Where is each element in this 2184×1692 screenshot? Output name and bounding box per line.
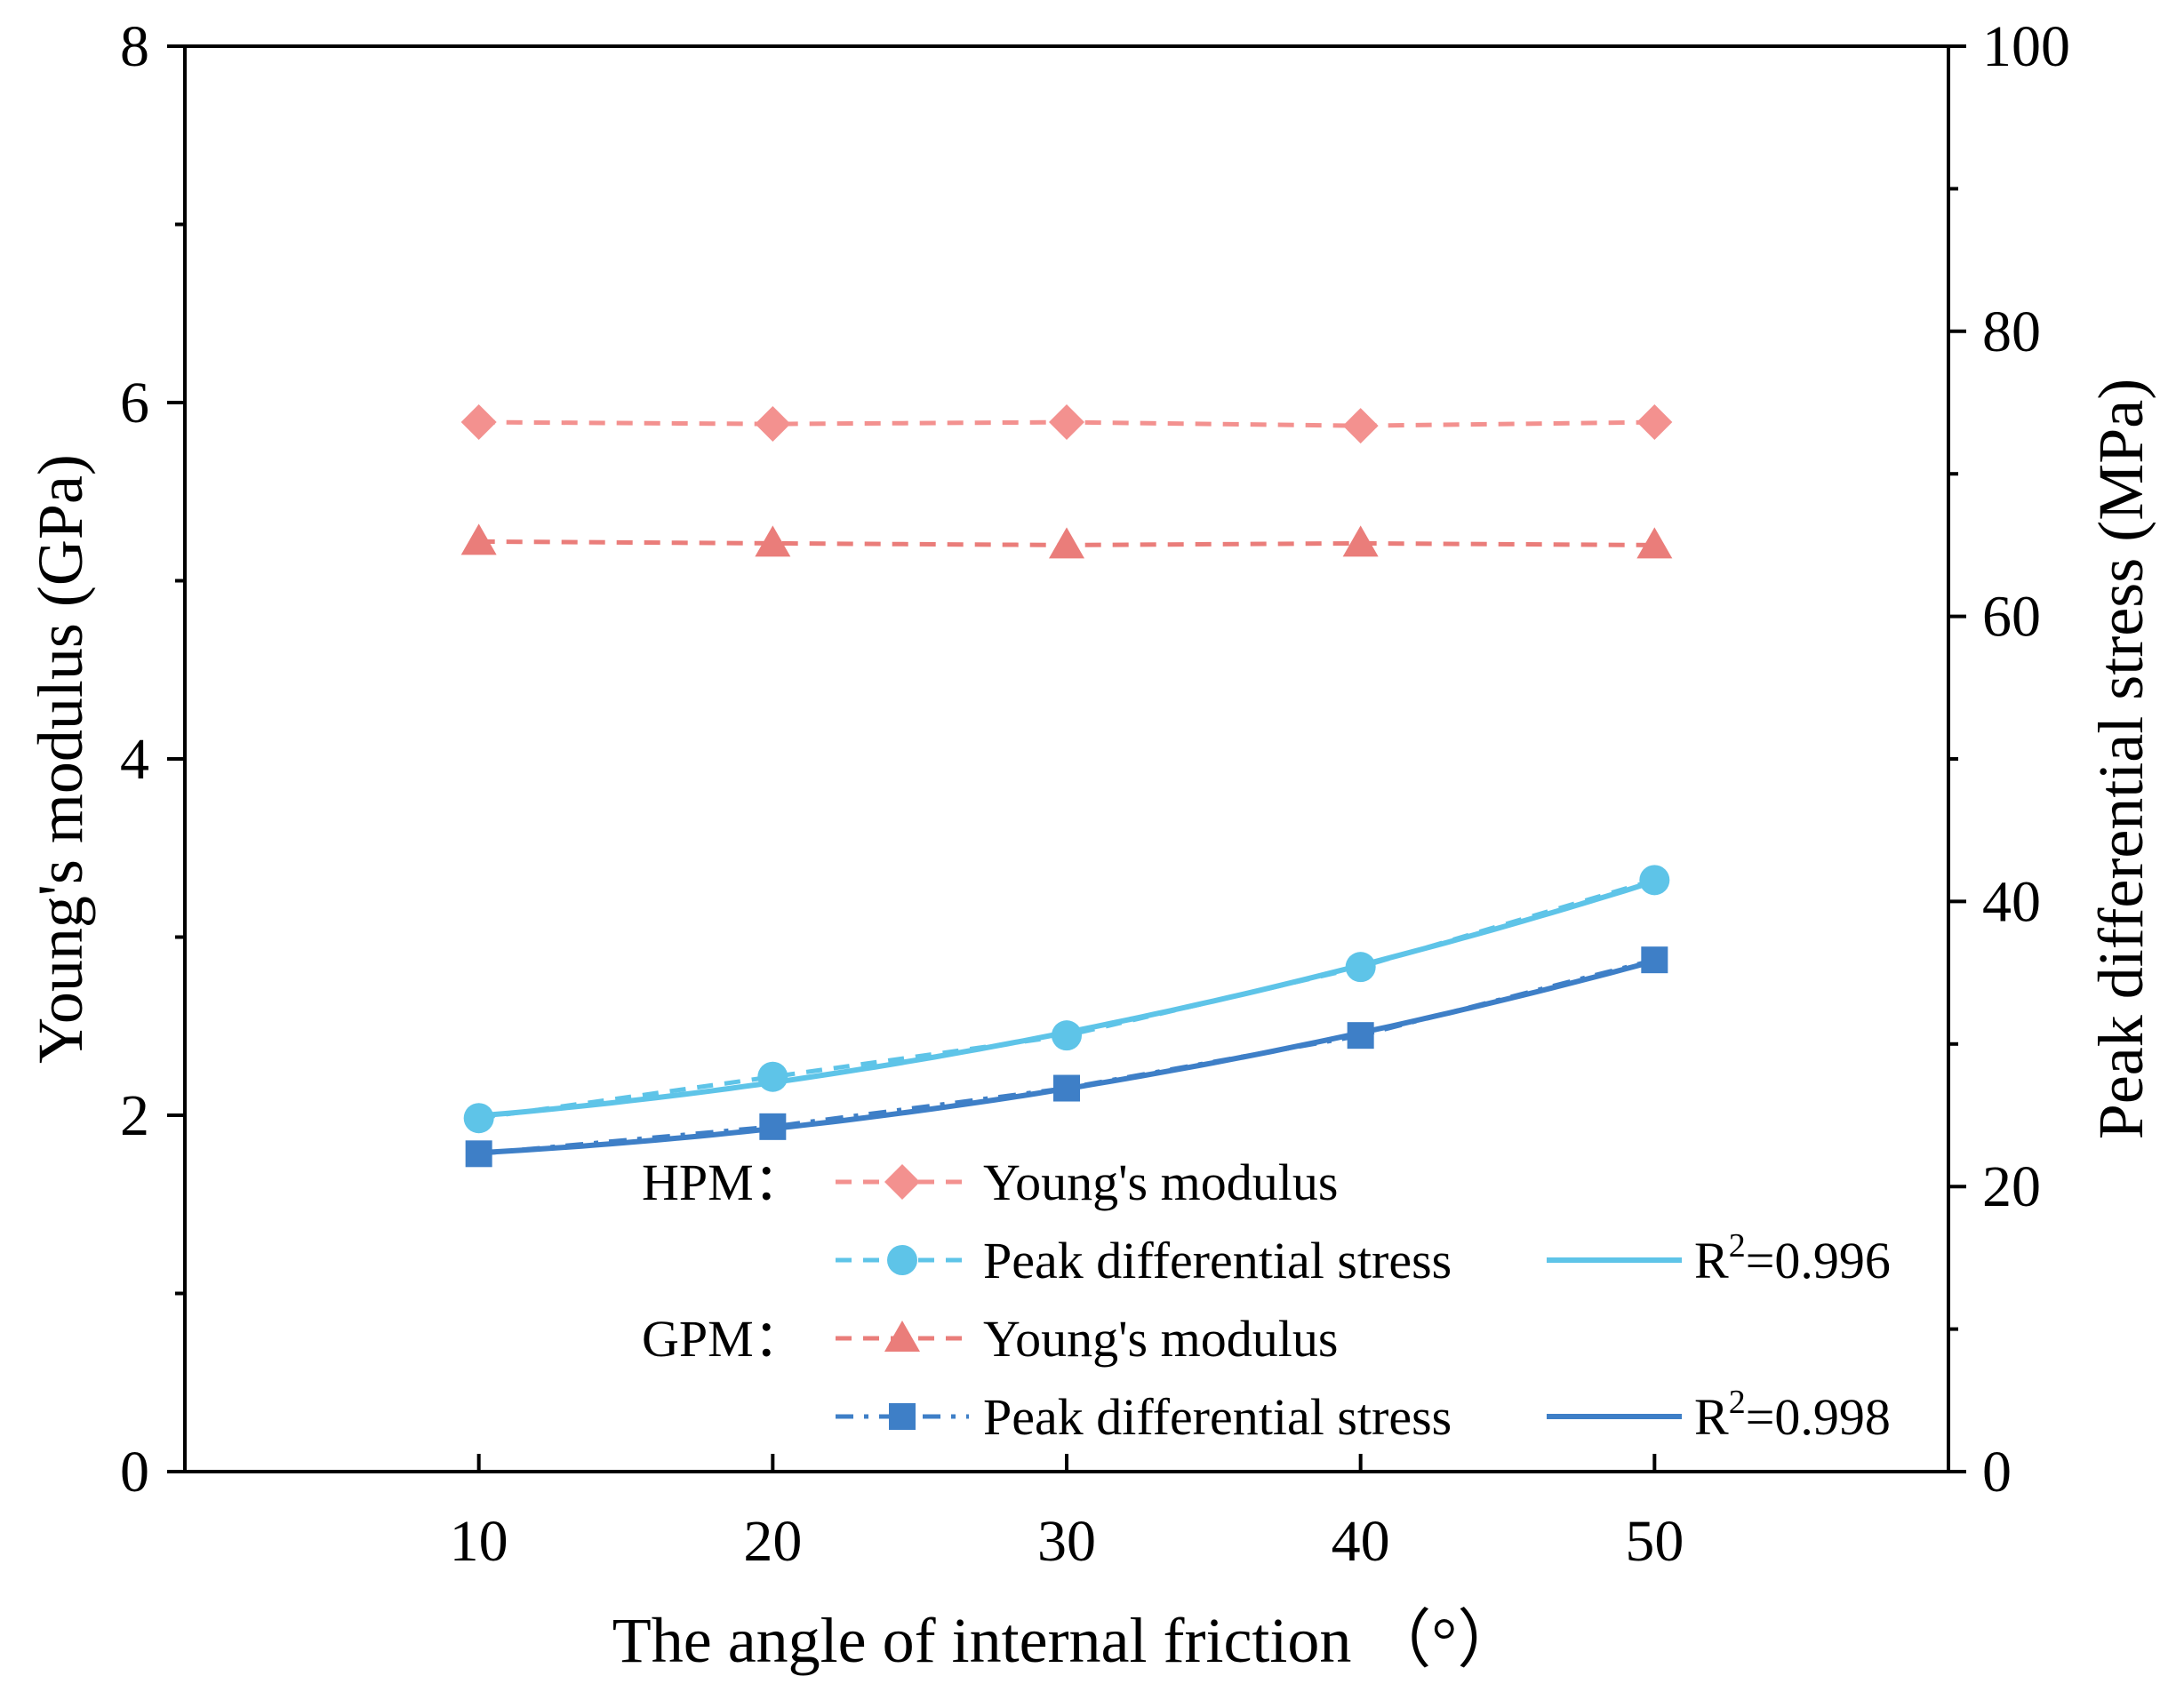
x-axis-title: The angle of internal friction （°）: [612, 1605, 1521, 1676]
data-point-2: [460, 523, 497, 555]
data-point-1: [1639, 865, 1670, 896]
y-right-tick-label: 0: [1982, 1440, 2012, 1504]
legend-label-hpm-stress: Peak differential stress: [983, 1232, 1452, 1289]
x-tick-label: 30: [1037, 1509, 1096, 1574]
fit-label-hpm-value: =0.996: [1746, 1232, 1891, 1289]
fit-label-gpm-exp: 2: [1729, 1384, 1746, 1421]
legend-fit-label-gpm: R2=0.998: [1694, 1384, 1891, 1446]
data-point-2: [1049, 527, 1084, 559]
fit-label-gpm-value: =0.998: [1746, 1388, 1891, 1446]
data-point-2: [1342, 525, 1379, 557]
legend-group-label-hpm: HPM：: [642, 1153, 805, 1211]
y-right-tick-label: 60: [1982, 585, 2041, 650]
x-tick-label: 20: [743, 1509, 802, 1574]
y-axis-left-title: Young's modulus (GPa): [25, 454, 96, 1064]
legend-label-gpm-youngs: Young's modulus: [983, 1310, 1338, 1368]
x-tick-label: 50: [1625, 1509, 1684, 1574]
fit-curves: [478, 879, 1656, 1156]
data-point-1: [463, 1103, 494, 1134]
data-point-0: [460, 404, 497, 441]
data-point-1: [1052, 1020, 1082, 1051]
legend-swatch-marker-1: [887, 1245, 917, 1275]
data-point-3: [759, 1113, 787, 1140]
y-right-tick-label: 80: [1982, 299, 2041, 364]
data-point-0: [755, 406, 791, 443]
y-left-tick-label: 0: [120, 1440, 149, 1504]
legend-group-label-gpm: GPM：: [642, 1310, 805, 1368]
y-right-tick-label: 40: [1982, 869, 2041, 934]
data-point-0: [1342, 408, 1379, 444]
y-left-tick-label: 8: [120, 14, 149, 79]
legend-swatch-marker-0: [884, 1164, 920, 1200]
data-point-2: [755, 525, 791, 557]
data-point-3: [1347, 1022, 1374, 1050]
data-point-0: [1049, 404, 1084, 441]
y-right-tick-label: 20: [1982, 1154, 2041, 1219]
data-point-0: [1636, 404, 1673, 441]
legend-swatch-marker-3: [889, 1403, 916, 1430]
y-left-tick-label: 4: [120, 727, 149, 792]
x-tick-label: 40: [1332, 1509, 1390, 1574]
data-point-1: [757, 1061, 788, 1092]
legend-label-gpm-stress: Peak differential stress: [983, 1388, 1452, 1446]
fit-label-gpm-base: R: [1694, 1388, 1729, 1446]
data-point-3: [1053, 1074, 1080, 1102]
data-point-2: [1636, 527, 1673, 559]
legend: HPM： GPM： Young's modulus Peak different…: [642, 1153, 1891, 1446]
series-layer: [460, 404, 1673, 1168]
fit-label-hpm-base: R: [1694, 1232, 1729, 1289]
x-tick-label: 10: [450, 1509, 508, 1574]
y-axis-right-title: Peak differential stress (MPa): [2085, 379, 2156, 1139]
y-left-tick-label: 2: [120, 1083, 149, 1148]
data-point-3: [465, 1140, 492, 1168]
legend-swatch-marker-2: [884, 1321, 920, 1352]
y-left-tick-label: 6: [120, 371, 149, 435]
legend-swatches: [836, 1164, 1682, 1430]
data-point-3: [1641, 946, 1668, 974]
series-line-3: [478, 957, 1655, 1156]
legend-fit-label-hpm: R2=0.996: [1694, 1227, 1891, 1289]
fit-curve-3: [478, 958, 1656, 1156]
fit-label-hpm-exp: 2: [1729, 1227, 1746, 1265]
legend-label-hpm-youngs: Young's modulus: [983, 1153, 1338, 1211]
y-right-tick-label: 100: [1982, 14, 2070, 79]
data-point-1: [1345, 952, 1376, 983]
